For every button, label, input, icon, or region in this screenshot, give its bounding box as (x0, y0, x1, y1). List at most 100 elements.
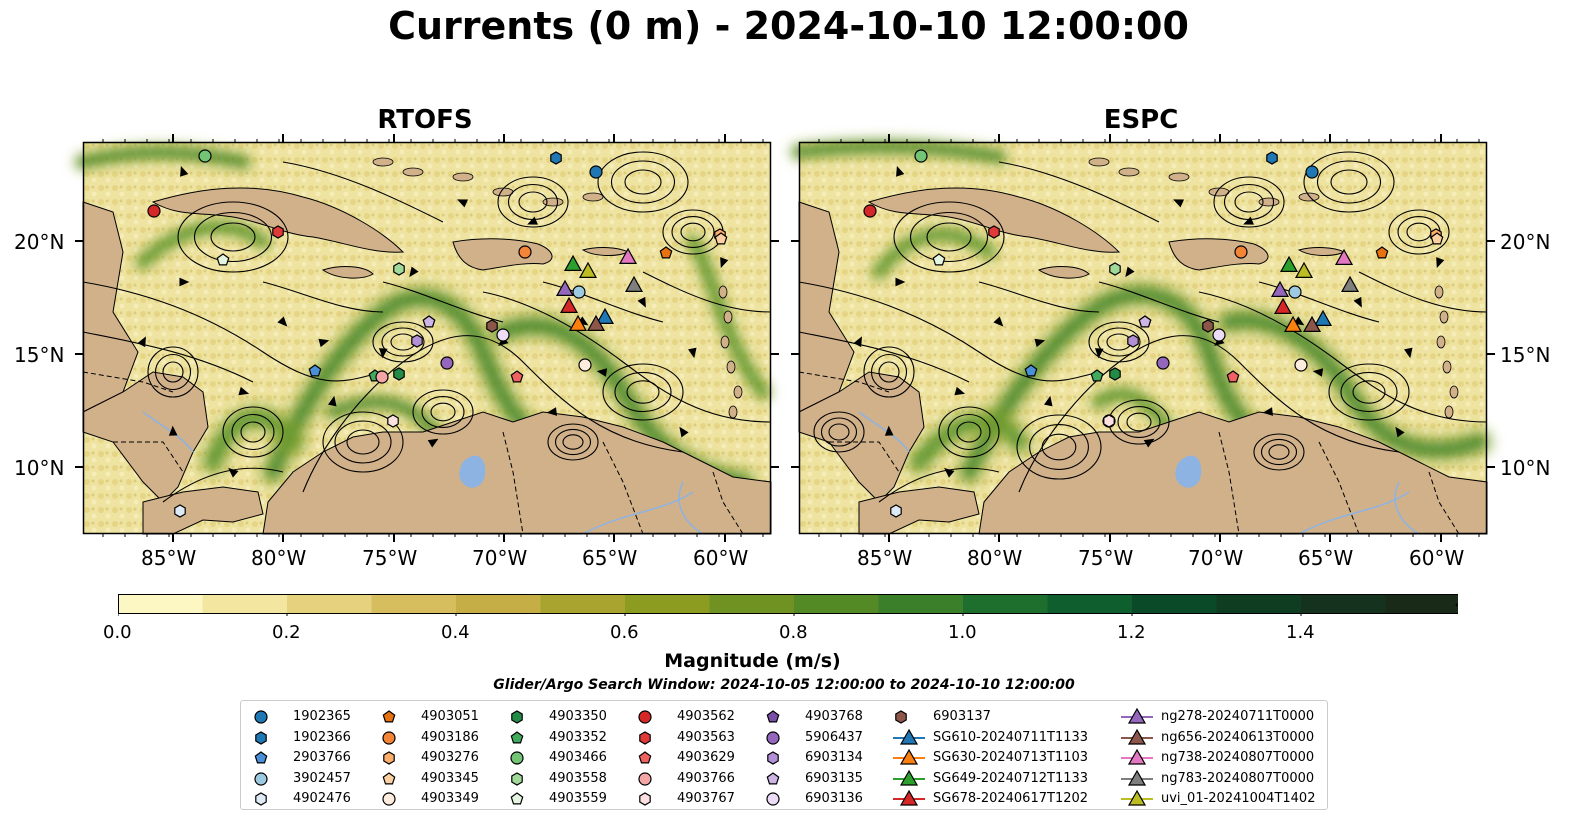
float-marker[interactable] (272, 225, 284, 239)
float-marker[interactable] (1109, 367, 1121, 381)
glider-marker[interactable] (1273, 297, 1293, 314)
colorbar-tick-label: 0.4 (441, 622, 470, 643)
glider-marker[interactable] (1279, 255, 1299, 272)
streamline-eddy (820, 417, 858, 447)
glider-marker[interactable] (595, 307, 615, 324)
island-land (1444, 405, 1454, 419)
streamline-flow (162, 467, 284, 503)
glider-marker[interactable] (624, 275, 644, 292)
float-marker[interactable] (1202, 319, 1214, 333)
float-marker[interactable] (1288, 285, 1302, 299)
float-marker[interactable] (375, 370, 389, 384)
streamline-eddy (597, 151, 689, 213)
float-marker[interactable] (1294, 358, 1308, 372)
float-marker[interactable] (1156, 356, 1170, 370)
float-marker[interactable] (578, 358, 592, 372)
float-marker[interactable] (714, 232, 728, 245)
glider-marker[interactable] (555, 279, 575, 296)
colorbar-tick-label: 1.2 (1117, 622, 1146, 643)
streamline-arrow (180, 165, 189, 177)
float-marker[interactable] (1109, 262, 1121, 276)
streamline-eddy (497, 176, 569, 228)
float-marker[interactable] (1024, 364, 1038, 377)
float-marker[interactable] (932, 253, 946, 266)
glider-marker[interactable] (1270, 280, 1290, 297)
float-marker[interactable] (988, 225, 1000, 239)
legend-symbol (895, 710, 907, 724)
streamline-flow (302, 335, 684, 493)
float-marker[interactable] (1226, 370, 1240, 383)
glider-marker[interactable] (563, 254, 583, 271)
glider-marker[interactable] (1294, 261, 1314, 278)
streamline-arrow (1312, 368, 1324, 377)
float-marker[interactable] (550, 151, 562, 165)
float-marker[interactable] (1127, 334, 1139, 348)
glider-marker[interactable] (578, 261, 598, 278)
legend-symbol (382, 771, 396, 784)
streamline-eddy (909, 211, 989, 263)
legend-symbol (639, 730, 651, 745)
streamline-arrow (318, 338, 330, 348)
island-land (723, 310, 733, 324)
streamline-arrow (168, 425, 178, 436)
glider-marker[interactable] (1313, 309, 1333, 326)
island-land (733, 385, 743, 399)
legend-item: 4903350 (507, 707, 632, 727)
float-marker[interactable] (890, 504, 902, 518)
float-marker[interactable] (308, 364, 322, 377)
streamline-eddy (562, 434, 584, 450)
float-marker[interactable] (1103, 414, 1115, 428)
float-marker[interactable] (1212, 328, 1226, 342)
float-marker[interactable] (914, 149, 928, 163)
glider-marker[interactable] (568, 314, 588, 331)
float-marker[interactable] (1430, 232, 1444, 245)
float-marker[interactable] (387, 414, 399, 428)
float-marker[interactable] (174, 504, 186, 518)
float-marker[interactable] (486, 319, 498, 333)
lon-label: 60°W (693, 546, 749, 570)
float-marker[interactable] (1266, 151, 1278, 165)
float-marker[interactable] (510, 370, 524, 383)
map-panel-rtofs[interactable] (71, 134, 779, 542)
glider-marker[interactable] (586, 314, 606, 331)
legend-label: 4903767 (677, 791, 735, 806)
legend-label: SG649-20240712T1133 (933, 770, 1089, 786)
float-marker[interactable] (1090, 369, 1104, 382)
streamline-flow (998, 161, 1160, 223)
float-marker[interactable] (411, 334, 423, 348)
streamline-arrow (1353, 296, 1362, 308)
float-marker[interactable] (393, 262, 405, 276)
float-marker[interactable] (1305, 165, 1319, 179)
map-panel-espc[interactable] (787, 134, 1496, 542)
legend-label: 4903051 (421, 709, 479, 724)
glider-marker[interactable] (1302, 315, 1322, 332)
float-marker[interactable] (518, 245, 532, 259)
float-marker[interactable] (198, 149, 212, 163)
float-marker[interactable] (1375, 246, 1389, 259)
float-marker[interactable] (863, 204, 877, 218)
float-marker[interactable] (496, 328, 510, 342)
glider-marker[interactable] (1340, 275, 1360, 292)
glider-marker[interactable] (1334, 248, 1354, 266)
legend-item: 4903562 (635, 707, 760, 727)
glider-marker[interactable] (1283, 315, 1303, 332)
float-marker[interactable] (216, 253, 230, 266)
lat-label: 20°N (14, 230, 65, 254)
float-marker[interactable] (572, 285, 586, 299)
float-marker[interactable] (147, 204, 161, 218)
legend-label: 4903345 (421, 770, 479, 786)
island-land (1449, 385, 1459, 399)
float-marker[interactable] (659, 246, 673, 259)
streamline-arrow (720, 257, 729, 268)
glider-marker[interactable] (559, 296, 579, 313)
float-marker[interactable] (440, 356, 454, 370)
glider-marker[interactable] (618, 247, 638, 265)
float-marker[interactable] (589, 165, 603, 179)
legend-item: ng738-20240807T0000 (1119, 748, 1319, 768)
float-marker[interactable] (1234, 245, 1248, 259)
island-land (582, 192, 604, 202)
float-marker[interactable] (1138, 315, 1152, 328)
streamline-arrow (546, 407, 558, 416)
float-marker[interactable] (393, 367, 405, 381)
float-marker[interactable] (422, 315, 436, 328)
